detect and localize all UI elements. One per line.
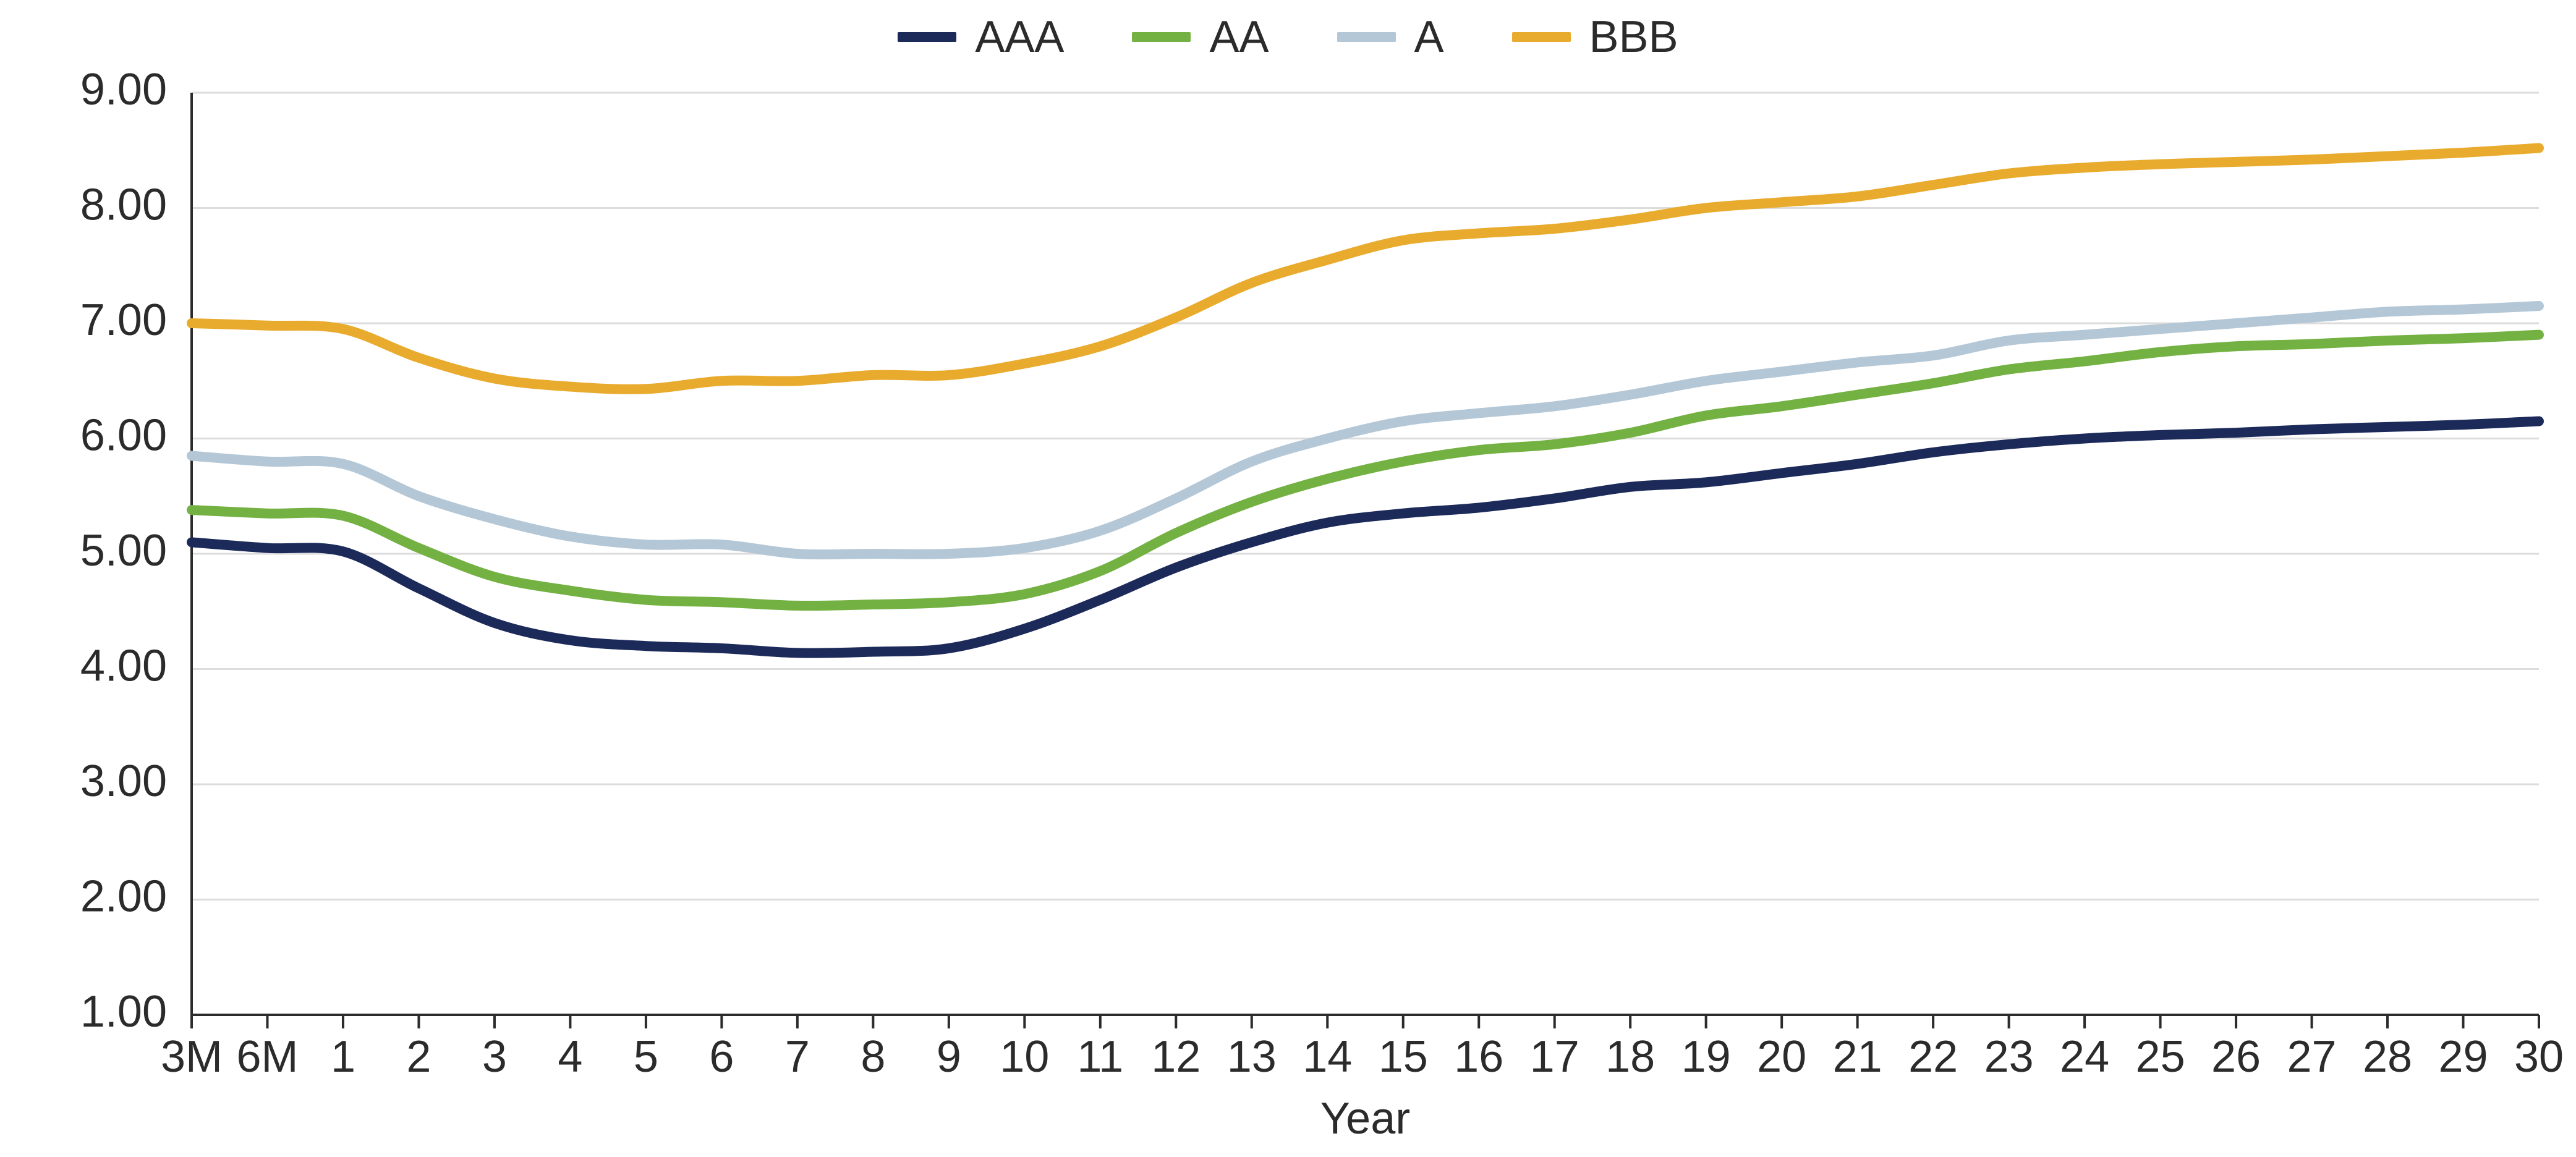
x-tick-label: 30 (2514, 1032, 2564, 1082)
y-tick-label: 1.00 (80, 987, 167, 1036)
x-tick-label: 8 (861, 1032, 885, 1082)
series-line-aaa (192, 422, 2539, 653)
x-tick-label: 15 (1379, 1032, 1428, 1082)
y-tick-label: 5.00 (80, 526, 167, 575)
legend-label: AA (1209, 12, 1269, 62)
x-tick-label: 4 (558, 1032, 582, 1082)
y-tick-label: 4.00 (80, 642, 167, 691)
legend: AAAAAABBB (0, 0, 2576, 74)
y-tick-label: 7.00 (80, 295, 167, 345)
yield-curve-chart: AAAAAABBB 1.002.003.004.005.006.007.008.… (0, 0, 2576, 1157)
x-tick-label: 14 (1303, 1032, 1352, 1082)
legend-item-aaa: AAA (898, 12, 1064, 62)
x-tick-label: 6M (236, 1032, 298, 1082)
chart-plot-area: 1.002.003.004.005.006.007.008.009.003M6M… (0, 0, 2576, 1157)
legend-label: AAA (975, 12, 1064, 62)
x-axis-title: Year (1320, 1094, 1410, 1143)
x-tick-label: 25 (2136, 1032, 2185, 1082)
x-tick-label: 21 (1833, 1032, 1882, 1082)
x-tick-label: 1 (331, 1032, 355, 1082)
x-tick-label: 20 (1757, 1032, 1806, 1082)
legend-item-bbb: BBB (1512, 12, 1678, 62)
x-tick-label: 3M (161, 1032, 223, 1082)
x-tick-label: 22 (1908, 1032, 1958, 1082)
legend-label: BBB (1589, 12, 1678, 62)
x-tick-label: 28 (2363, 1032, 2412, 1082)
x-tick-label: 19 (1681, 1032, 1731, 1082)
x-tick-label: 27 (2287, 1032, 2337, 1082)
legend-swatch (898, 32, 956, 42)
legend-label: A (1414, 12, 1444, 62)
x-tick-label: 23 (1984, 1032, 2034, 1082)
legend-item-a: A (1337, 12, 1444, 62)
x-tick-label: 13 (1227, 1032, 1277, 1082)
x-tick-label: 6 (709, 1032, 734, 1082)
x-tick-label: 2 (406, 1032, 431, 1082)
x-tick-label: 18 (1605, 1032, 1655, 1082)
y-tick-label: 8.00 (80, 180, 167, 230)
legend-swatch (1132, 32, 1191, 42)
legend-swatch (1337, 32, 1396, 42)
y-tick-label: 2.00 (80, 872, 167, 922)
legend-item-aa: AA (1132, 12, 1269, 62)
x-tick-label: 3 (482, 1032, 507, 1082)
x-tick-label: 9 (937, 1032, 961, 1082)
x-tick-label: 26 (2211, 1032, 2261, 1082)
x-tick-label: 17 (1530, 1032, 1579, 1082)
y-tick-label: 6.00 (80, 411, 167, 460)
x-tick-label: 10 (1000, 1032, 1049, 1082)
x-tick-label: 11 (1077, 1032, 1123, 1082)
legend-swatch (1512, 32, 1571, 42)
x-tick-label: 16 (1454, 1032, 1503, 1082)
x-tick-label: 29 (2438, 1032, 2488, 1082)
x-tick-label: 5 (634, 1032, 658, 1082)
x-tick-label: 7 (785, 1032, 810, 1082)
series-line-aa (192, 335, 2539, 606)
x-tick-label: 24 (2060, 1032, 2109, 1082)
y-tick-label: 3.00 (80, 756, 167, 806)
x-tick-label: 12 (1151, 1032, 1201, 1082)
